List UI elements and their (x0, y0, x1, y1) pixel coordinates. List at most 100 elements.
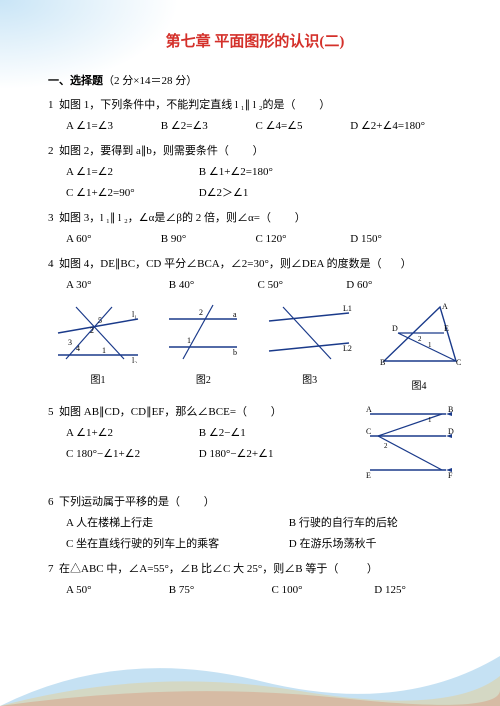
q6-stem: 下列运动属于平移的是（ (59, 496, 180, 508)
q1-opt-d: D ∠2+∠4=180° (350, 116, 425, 137)
q2-options-row1: A ∠1=∠2 B ∠1+∠2=180° (48, 162, 462, 183)
question-4: 4 如图 4，DE∥BC，CD 平分∠BCA，∠2=30°，则∠DEA 的度数是… (48, 254, 462, 275)
q6-opt-c: C 坐在直线行驶的列车上的乘客 (66, 534, 286, 555)
q7-options: A 50° B 75° C 100° D 125° (48, 580, 462, 601)
q4-opt-b: B 40° (169, 275, 255, 296)
svg-text:D: D (392, 324, 398, 333)
svg-text:F: F (448, 471, 453, 480)
q3-stem: 如图 3，l ₁∥ l ₂，∠α是∠β的 2 倍，则∠α=（ (59, 212, 271, 224)
q4-opt-a: A 30° (66, 275, 166, 296)
q2-opt-a: A ∠1=∠2 (66, 162, 196, 183)
figures-row: 3 4 2 5 1 l₁ l₂ 图1 2 1 a b 图2 (48, 303, 462, 396)
blank-paren: ） (338, 563, 380, 575)
question-3: 3 如图 3，l ₁∥ l ₂，∠α是∠β的 2 倍，则∠α=（ ） (48, 208, 462, 229)
q2-opt-d: D∠2＞∠1 (199, 183, 249, 204)
fig5-svg: A B C D E F 1 2 (364, 404, 456, 480)
figure-5: A B C D E F 1 2 (364, 404, 456, 488)
fig3-svg: L1 L2 (265, 303, 355, 363)
section-note: （2 分×14＝28 分） (103, 75, 197, 87)
svg-text:3: 3 (68, 338, 72, 347)
svg-text:2: 2 (90, 326, 94, 335)
svg-text:E: E (366, 471, 371, 480)
q4-opt-d: D 60° (346, 275, 372, 296)
q7-opt-b: B 75° (169, 580, 269, 601)
section-heading: 一、选择题 (48, 75, 103, 87)
q6-options-row1: A 人在楼梯上行走 B 行驶的自行车的后轮 (48, 513, 462, 534)
svg-text:E: E (444, 324, 449, 333)
fig1-svg: 3 4 2 5 1 l₁ l₂ (54, 303, 142, 363)
q4-options: A 30° B 40° C 50° D 60° (48, 275, 462, 296)
q6-opt-b: B 行驶的自行车的后轮 (289, 513, 398, 534)
svg-text:C: C (456, 358, 461, 367)
blank-paren: ） (271, 212, 308, 224)
svg-text:1: 1 (428, 341, 432, 349)
q5-opt-c: C 180°−∠1+∠2 (66, 444, 196, 465)
blank-paren: ） (229, 145, 266, 157)
q5-opt-d: D 180°−∠2+∠1 (199, 444, 274, 465)
question-2: 2 如图 2，要得到 a∥b，则需要条件（ ） (48, 141, 462, 162)
question-7: 7 在△ABC 中，∠A=55°，∠B 比∠C 大 25°，则∠B 等于（ ） (48, 559, 462, 580)
watermark-bottom (0, 626, 500, 706)
q1-stem: 如图 1，下列条件中，不能判定直线 l ₁∥ l ₂的是（ (59, 99, 296, 111)
fig2-caption: 图2 (163, 371, 243, 390)
figure-2: 2 1 a b 图2 (163, 303, 243, 396)
blank-paren: ） (296, 99, 333, 111)
svg-text:4: 4 (76, 344, 80, 353)
q7-stem: 在△ABC 中，∠A=55°，∠B 比∠C 大 25°，则∠B 等于（ (59, 563, 338, 575)
q1-opt-a: A ∠1=∠3 (66, 116, 158, 137)
page-content: 第七章 平面图形的认识(二) 一、选择题（2 分×14＝28 分） 1 如图 1… (0, 0, 500, 601)
question-1: 1 如图 1，下列条件中，不能判定直线 l ₁∥ l ₂的是（ ） (48, 95, 462, 116)
svg-text:L2: L2 (343, 344, 352, 353)
q1-opt-c: C ∠4=∠5 (256, 116, 348, 137)
q1-options: A ∠1=∠3 B ∠2=∠3 C ∠4=∠5 D ∠2+∠4=180° (48, 116, 462, 137)
q2-opt-b: B ∠1+∠2=180° (199, 162, 273, 183)
svg-text:5: 5 (98, 316, 102, 325)
q1-opt-b: B ∠2=∠3 (161, 116, 253, 137)
figure-1: 3 4 2 5 1 l₁ l₂ 图1 (54, 303, 142, 396)
q3-opt-b: B 90° (161, 229, 253, 250)
q3-opt-c: C 120° (256, 229, 348, 250)
svg-text:1: 1 (102, 346, 106, 355)
q2-options-row2: C ∠1+∠2=90° D∠2＞∠1 (48, 183, 462, 204)
svg-text:B: B (380, 358, 385, 367)
blank-paren: ） (180, 496, 217, 508)
q7-opt-a: A 50° (66, 580, 166, 601)
svg-text:l₁: l₁ (132, 310, 137, 319)
page-title: 第七章 平面图形的认识(二) (48, 28, 462, 57)
svg-text:C: C (366, 427, 371, 436)
q2-opt-c: C ∠1+∠2=90° (66, 183, 196, 204)
q2-stem: 如图 2，要得到 a∥b，则需要条件（ (59, 145, 229, 157)
fig4-caption: 图4 (376, 377, 462, 396)
q7-opt-c: C 100° (272, 580, 372, 601)
svg-text:a: a (233, 310, 237, 319)
fig1-caption: 图1 (54, 371, 142, 390)
figure-3: L1 L2 图3 (265, 303, 355, 396)
q6-opt-d: D 在游乐场荡秋千 (289, 534, 377, 555)
svg-text:D: D (448, 427, 454, 436)
svg-text:1: 1 (187, 336, 191, 345)
q5-stem: 如图 AB∥CD，CD∥EF，那么∠BCE=（ (59, 406, 247, 418)
svg-text:b: b (233, 348, 237, 357)
svg-text:1: 1 (428, 416, 432, 424)
svg-text:A: A (442, 303, 448, 311)
q7-opt-d: D 125° (374, 580, 406, 601)
svg-text:l₂: l₂ (132, 356, 137, 363)
fig3-caption: 图3 (265, 371, 355, 390)
blank-paren: ） (247, 406, 284, 418)
q4-opt-c: C 50° (258, 275, 344, 296)
fig2-svg: 2 1 a b (163, 303, 243, 363)
svg-text:A: A (366, 405, 372, 414)
svg-text:B: B (448, 405, 453, 414)
section-line: 一、选择题（2 分×14＝28 分） (48, 71, 462, 92)
q5-opt-a: A ∠1+∠2 (66, 423, 196, 444)
q3-opt-d: D 150° (350, 229, 382, 250)
question-6: 6 下列运动属于平移的是（ ） (48, 492, 462, 513)
q3-options: A 60° B 90° C 120° D 150° (48, 229, 462, 250)
q5-opt-b: B ∠2−∠1 (199, 423, 246, 444)
svg-text:2: 2 (199, 308, 203, 317)
figure-4: A D E 2 1 B C 图4 (376, 303, 462, 396)
q6-opt-a: A 人在楼梯上行走 (66, 513, 286, 534)
blank-paren: ） (382, 258, 414, 270)
fig4-svg: A D E 2 1 B C (376, 303, 462, 369)
q3-opt-a: A 60° (66, 229, 158, 250)
